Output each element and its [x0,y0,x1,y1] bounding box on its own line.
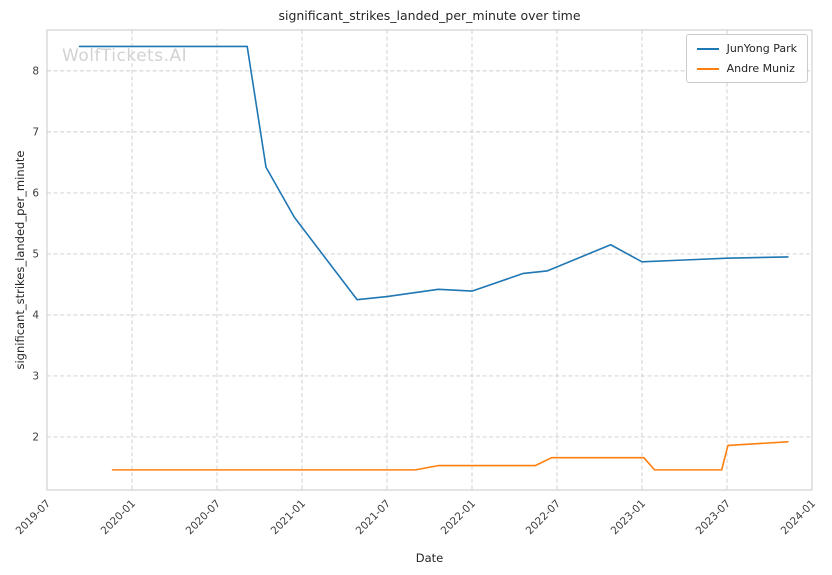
x-tick-labels: 2019-07 2020-01 2020-07 2021-01 2021-07 2022-… [14,498,819,538]
svg-text:8: 8 [32,65,39,77]
series-line-junyong-park [78,45,789,301]
svg-text:2019-07: 2019-07 [14,498,54,538]
svg-text:2023-01: 2023-01 [609,498,649,538]
legend-line-swatch-andre-muniz [696,67,719,70]
svg-text:2021-01: 2021-01 [269,498,309,538]
watermark: WolfTickets.AI [62,46,188,66]
legend-line-swatch-junyong-park [696,47,719,50]
svg-text:2022-07: 2022-07 [524,498,564,538]
svg-text:2022-01: 2022-01 [439,498,479,538]
svg-text:2023-07: 2023-07 [694,498,734,538]
svg-text:2024-01: 2024-01 [779,498,819,538]
svg-text:2020-07: 2020-07 [184,498,224,538]
svg-text:2021-07: 2021-07 [354,498,394,538]
svg-text:5: 5 [32,248,39,260]
legend-item-junyong-park: JunYong Park [696,42,797,55]
plot-border [46,29,813,491]
legend-label: Andre Muniz [726,62,795,75]
legend: JunYong Park Andre Muniz [685,34,808,83]
y-axis-label: significant_strikes_landed_per_minute [13,150,27,370]
svg-text:3: 3 [32,370,39,382]
chart-title: significant_strikes_landed_per_minute ov… [278,8,581,23]
svg-text:7: 7 [32,126,39,138]
svg-text:4: 4 [32,309,39,321]
svg-text:2: 2 [32,431,39,443]
svg-text:6: 6 [32,187,39,199]
y-tick-labels: 2 3 4 5 6 7 8 [32,65,39,443]
legend-label: JunYong Park [726,42,797,55]
svg-text:2020-01: 2020-01 [99,498,139,538]
series-line-andre-muniz [111,440,789,471]
legend-item-andre-muniz: Andre Muniz [696,62,797,75]
x-axis-label: Date [415,551,444,565]
